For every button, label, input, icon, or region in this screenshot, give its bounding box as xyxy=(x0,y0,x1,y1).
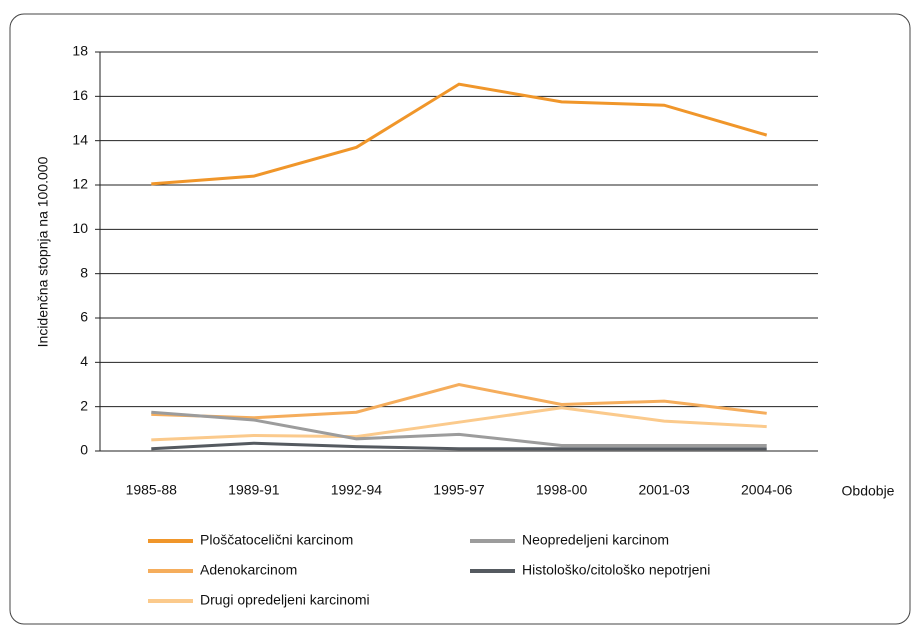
series-line xyxy=(151,406,767,442)
legend-label: Drugi opredeljeni karcinomi xyxy=(200,592,370,608)
y-tick-label: 0 xyxy=(80,442,88,458)
frame xyxy=(9,13,911,625)
series-line xyxy=(151,410,767,447)
legend-label: Ploščatocelični karcinom xyxy=(200,532,353,548)
y-tick-label: 6 xyxy=(80,309,88,325)
x-tick-label: 2004-06 xyxy=(741,482,793,498)
y-tick-label: 2 xyxy=(80,397,88,413)
y-tick-label: 8 xyxy=(80,264,88,280)
legend-label: Neopredeljeni karcinom xyxy=(522,532,669,548)
x-tick-label: 1998-00 xyxy=(536,482,588,498)
series-line xyxy=(151,82,768,186)
legend-label: Adenokarcinom xyxy=(200,562,297,578)
legend-label: Histološko/citološko nepotrjeni xyxy=(522,562,710,578)
y-tick-label: 16 xyxy=(72,87,88,103)
x-tick-label: 1985-88 xyxy=(126,482,178,498)
y-tick-label: 18 xyxy=(72,43,88,59)
x-tick-label: 1992-94 xyxy=(331,482,383,498)
x-axis-label: Obdobje xyxy=(842,483,895,499)
x-tick-label: 1995-97 xyxy=(433,482,485,498)
y-tick-label: 10 xyxy=(72,220,88,236)
x-tick-label: 2001-03 xyxy=(638,482,690,498)
x-tick-label: 1989-91 xyxy=(228,482,280,498)
series-line xyxy=(151,441,767,451)
y-tick-label: 4 xyxy=(80,353,88,369)
y-tick-label: 12 xyxy=(72,176,88,192)
y-axis-label: Incidenčna stopnja na 100.000 xyxy=(35,156,51,347)
y-tick-label: 14 xyxy=(72,131,88,147)
series-line xyxy=(151,382,767,420)
